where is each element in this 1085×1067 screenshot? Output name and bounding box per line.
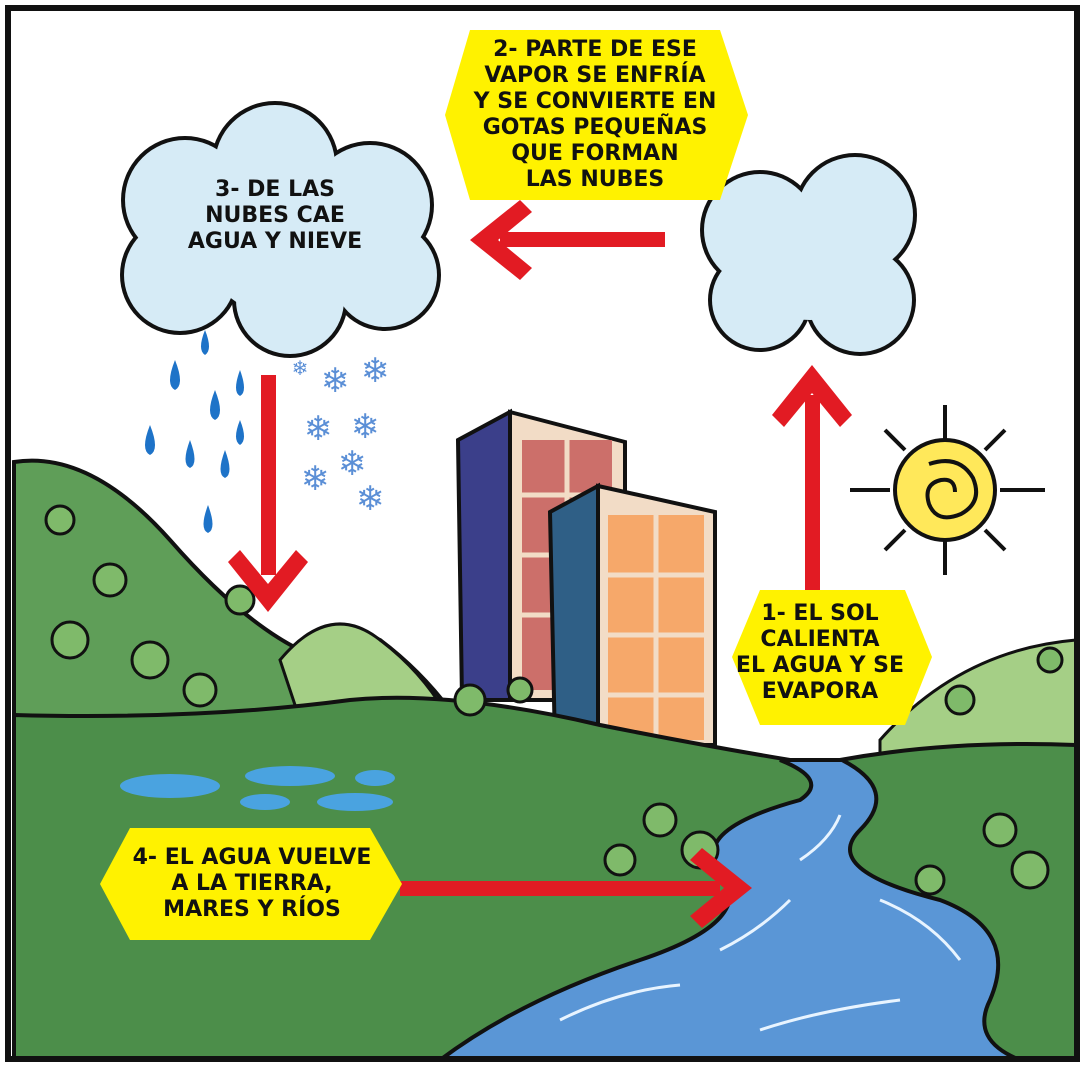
water-cycle-illustration: ❄❄❄❄❄❄❄❄ 1- EL SOL CALIENTA EL AGUA Y SE… <box>0 0 1085 1067</box>
svg-text:❄: ❄ <box>292 356 309 380</box>
step-text: VAPOR SE ENFRÍA <box>484 62 705 88</box>
step-text: EVAPORA <box>762 679 878 704</box>
step-text: NUBES CAE <box>205 203 345 228</box>
step-text: 3- DE LAS <box>215 177 335 202</box>
step-text: CALIENTA <box>760 627 879 652</box>
step-text: MARES Y RÍOS <box>163 896 341 922</box>
svg-text:❄: ❄ <box>301 459 330 499</box>
step-text: LAS NUBES <box>526 167 664 192</box>
svg-text:❄: ❄ <box>338 444 367 484</box>
svg-text:❄: ❄ <box>356 479 385 519</box>
step-text: 2- PARTE DE ESE <box>493 37 697 62</box>
step-text: 1- EL SOL <box>761 601 878 626</box>
step-text: EL AGUA Y SE <box>736 653 904 678</box>
svg-text:❄: ❄ <box>321 361 350 401</box>
page: {"steps": [ {"lines": ["1- EL SOL", "CAL… <box>0 0 1085 1067</box>
step-text: AGUA Y NIEVE <box>188 229 362 254</box>
step-text: Y SE CONVIERTE EN <box>473 89 717 114</box>
svg-text:❄: ❄ <box>361 351 390 391</box>
building-front <box>550 486 715 745</box>
svg-text:❄: ❄ <box>304 409 333 449</box>
svg-text:❄: ❄ <box>351 407 380 447</box>
step-text: 4- EL AGUA VUELVE <box>133 845 372 870</box>
step-text: QUE FORMAN <box>511 141 678 166</box>
step-text: GOTAS PEQUEÑAS <box>483 114 708 140</box>
step-text: A LA TIERRA, <box>171 871 332 896</box>
